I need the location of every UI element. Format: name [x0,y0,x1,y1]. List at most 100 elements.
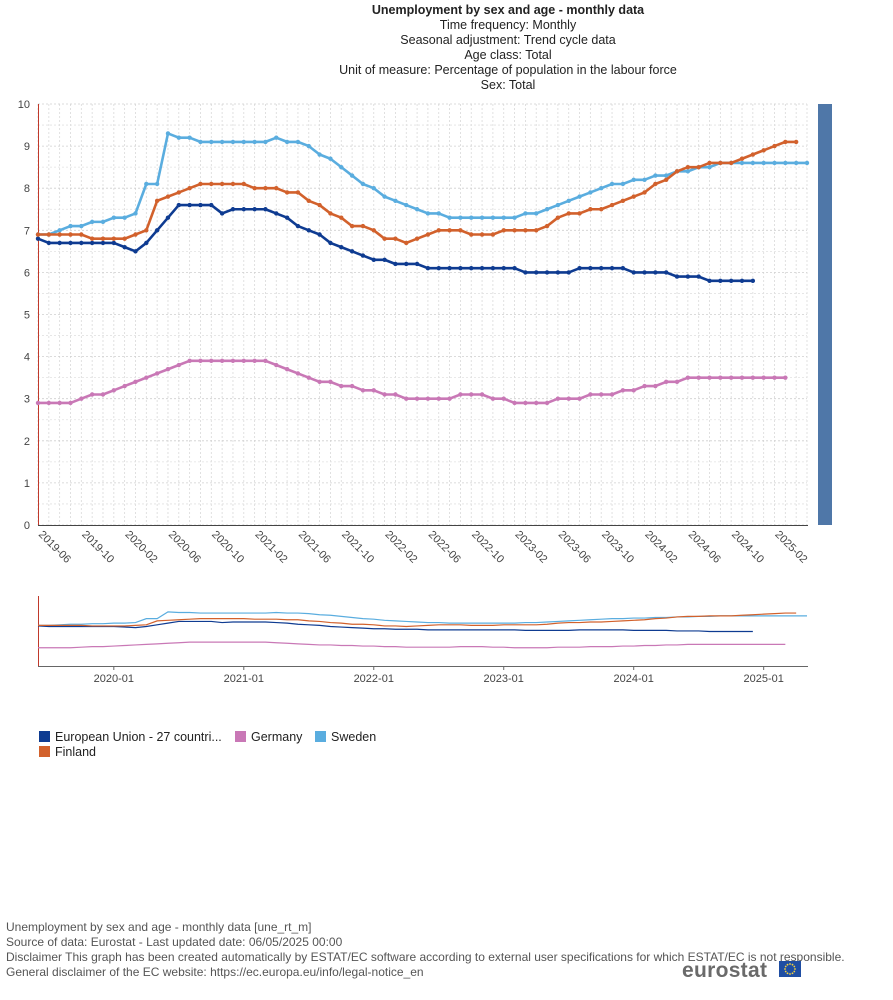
data-point[interactable] [382,236,387,241]
data-point[interactable] [685,169,691,174]
data-point[interactable] [588,392,593,397]
data-point[interactable] [306,198,311,204]
data-point[interactable] [414,261,420,267]
data-point[interactable] [501,228,506,233]
data-point[interactable] [371,186,376,191]
data-point[interactable] [133,232,138,237]
data-point[interactable] [577,211,582,216]
data-point[interactable] [328,240,333,246]
data-point[interactable] [599,186,604,191]
data-point[interactable] [793,160,799,166]
data-point[interactable] [555,270,561,275]
data-point[interactable] [241,358,246,364]
data-point[interactable] [263,139,268,145]
data-point[interactable] [371,257,376,262]
data-point[interactable] [685,375,691,380]
data-point[interactable] [46,240,52,246]
data-point[interactable] [685,164,691,170]
data-point[interactable] [469,392,474,397]
data-point[interactable] [523,270,528,275]
data-point[interactable] [544,270,550,275]
data-point[interactable] [198,181,203,187]
data-point[interactable] [425,232,431,237]
data-point[interactable] [230,207,236,212]
data-point[interactable] [599,265,604,271]
data-point[interactable] [35,400,41,406]
data-point[interactable] [772,160,777,166]
data-point[interactable] [339,215,344,220]
data-point[interactable] [144,240,149,246]
data-point[interactable] [339,164,344,170]
data-point[interactable] [252,207,257,212]
data-point[interactable] [176,202,182,208]
data-point[interactable] [425,211,431,216]
data-point[interactable] [739,278,745,284]
data-point[interactable] [490,232,496,237]
data-point[interactable] [458,215,463,220]
data-point[interactable] [252,186,257,191]
data-point[interactable] [523,211,528,216]
data-point[interactable] [707,164,712,170]
data-point[interactable] [804,160,810,166]
data-point[interactable] [501,265,506,271]
data-point[interactable] [566,396,571,401]
legend-item-eu27[interactable]: European Union - 27 countri... [39,730,222,744]
data-point[interactable] [404,202,409,208]
data-point[interactable] [761,148,766,153]
data-point[interactable] [534,228,539,233]
data-point[interactable] [718,375,723,380]
data-point[interactable] [68,232,73,237]
data-point[interactable] [620,181,626,187]
data-point[interactable] [653,181,658,187]
data-point[interactable] [707,278,712,284]
data-point[interactable] [653,270,658,275]
legend-item-sweden[interactable]: Sweden [315,730,376,744]
data-point[interactable] [133,249,138,254]
data-point[interactable] [371,228,376,233]
data-point[interactable] [360,181,366,187]
data-point[interactable] [544,207,550,212]
data-point[interactable] [728,278,734,284]
data-point[interactable] [393,261,398,267]
data-point[interactable] [274,186,279,191]
data-point[interactable] [219,358,225,364]
data-point[interactable] [241,181,246,187]
data-point[interactable] [512,215,517,220]
data-point[interactable] [371,388,376,393]
data-point[interactable] [555,215,561,220]
data-point[interactable] [328,211,333,216]
data-point[interactable] [176,190,182,195]
data-point[interactable] [89,236,95,241]
data-point[interactable] [609,181,615,187]
data-point[interactable] [685,274,691,279]
data-point[interactable] [209,181,214,187]
data-point[interactable] [479,232,485,237]
data-point[interactable] [165,194,171,199]
data-point[interactable] [739,156,745,161]
data-point[interactable] [349,383,355,389]
data-point[interactable] [501,396,506,401]
data-point[interactable] [609,392,615,397]
data-point[interactable] [144,375,149,380]
data-point[interactable] [100,219,106,225]
data-point[interactable] [284,190,290,195]
data-point[interactable] [490,265,496,271]
data-point[interactable] [295,190,301,195]
data-point[interactable] [631,270,636,275]
data-point[interactable] [642,190,647,195]
data-point[interactable] [339,244,344,250]
data-point[interactable] [544,400,550,406]
data-point[interactable] [544,223,550,229]
data-point[interactable] [35,232,41,237]
data-point[interactable] [588,190,593,195]
data-point[interactable] [187,358,192,364]
data-point[interactable] [534,270,539,275]
data-point[interactable] [642,383,647,389]
data-point[interactable] [479,392,485,397]
data-point[interactable] [718,160,723,166]
data-point[interactable] [209,139,214,145]
data-point[interactable] [100,236,106,241]
data-point[interactable] [57,228,62,233]
data-point[interactable] [360,388,366,393]
data-point[interactable] [772,375,777,380]
